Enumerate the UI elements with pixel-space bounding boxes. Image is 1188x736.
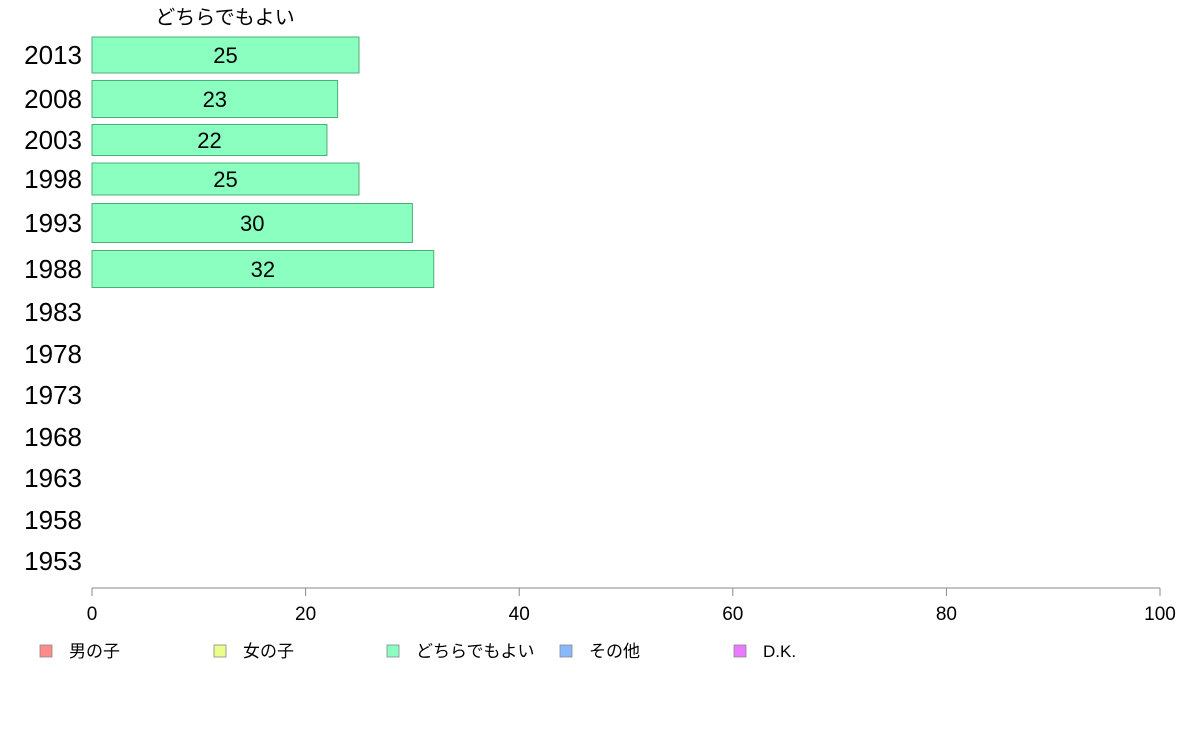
year-label: 1953 <box>24 546 82 576</box>
bar <box>91 162 360 196</box>
legend-swatch <box>733 644 747 658</box>
legend-item: D.K. <box>733 642 796 661</box>
series-title: どちらでもよい <box>155 6 294 29</box>
x-tick-label: 100 <box>1144 604 1176 625</box>
year-label: 1958 <box>24 505 82 535</box>
bar-value-label: 25 <box>213 43 237 68</box>
x-tick-label: 0 <box>87 604 98 625</box>
legend-item: 男の子 <box>39 642 120 661</box>
year-label: 2013 <box>24 40 82 70</box>
legend-swatch <box>39 644 53 658</box>
year-label: 2008 <box>24 84 82 114</box>
bar <box>91 250 435 288</box>
legend-item: どちらでもよい <box>386 642 535 661</box>
year-label: 1988 <box>24 254 82 284</box>
legend-label: D.K. <box>763 642 796 661</box>
legend-label: 男の子 <box>69 642 120 661</box>
legend-swatch <box>386 644 400 658</box>
bar-value-label: 30 <box>240 211 264 236</box>
year-label: 1993 <box>24 208 82 238</box>
year-label: 1998 <box>24 164 82 194</box>
year-label: 1968 <box>24 422 82 452</box>
x-tick-label: 40 <box>509 604 530 625</box>
legend-swatch <box>213 644 227 658</box>
year-labels-group: 2013 2008 2003 1998 1993 1988 1983 1978 1973 1968… <box>24 40 82 576</box>
year-label: 1978 <box>24 339 82 369</box>
bar <box>91 124 328 156</box>
bar-value-label: 23 <box>203 87 227 112</box>
legend-label: どちらでもよい <box>416 642 535 661</box>
bar <box>91 36 360 74</box>
bar <box>91 203 413 243</box>
year-label: 1983 <box>24 297 82 327</box>
legend-label: その他 <box>589 642 640 661</box>
x-tick-label: 60 <box>722 604 743 625</box>
x-tick-label: 80 <box>936 604 957 625</box>
bar-value-label: 22 <box>197 128 221 153</box>
bar-value-label: 32 <box>251 257 275 282</box>
year-label: 1973 <box>24 380 82 410</box>
legend: 男の子 女の子 どちらでもよい その他 D.K. <box>39 642 796 661</box>
year-label: 1963 <box>24 463 82 493</box>
legend-swatch <box>559 644 573 658</box>
legend-item: 女の子 <box>213 642 294 661</box>
x-tick-label: 20 <box>295 604 316 625</box>
legend-item: その他 <box>559 642 640 661</box>
bar-value-label: 25 <box>213 167 237 192</box>
legend-label: 女の子 <box>243 642 294 661</box>
year-label: 2003 <box>24 125 82 155</box>
x-axis: 0 20 40 60 80 100 <box>87 587 1176 625</box>
bar <box>91 80 339 118</box>
